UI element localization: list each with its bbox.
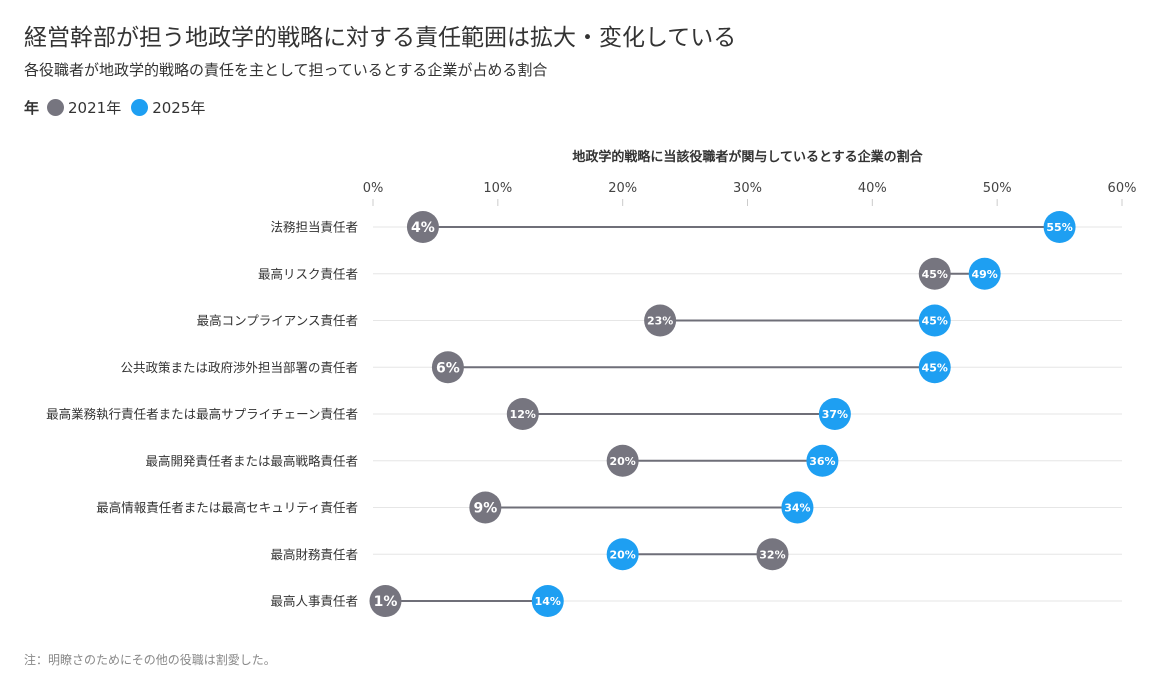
value-label-2021: 6% xyxy=(436,360,460,376)
category-label: 最高開発責任者または最高戦略責任者 xyxy=(145,453,358,468)
chart-subtitle: 各役職者が地政学的戦略の責任を主として担っているとする企業が占める割合 xyxy=(24,61,548,79)
dot-2025 xyxy=(781,491,814,524)
value-label-2025: 20% xyxy=(609,548,635,561)
chart-title: 経営幹部が担う地政学的戦略に対する責任範囲は拡大・変化している xyxy=(24,25,737,51)
value-label-2021: 32% xyxy=(759,548,785,561)
dot-2025 xyxy=(606,538,639,571)
dot-2025 xyxy=(1043,211,1076,243)
value-label-2021: 45% xyxy=(922,268,948,281)
value-label-2025: 55% xyxy=(1046,221,1072,234)
dot-2021 xyxy=(369,585,402,617)
value-label-2021: 12% xyxy=(510,408,536,421)
value-label-2021: 4% xyxy=(411,220,435,236)
dot-2025 xyxy=(818,398,851,430)
legend: 年 2021年 2025年 xyxy=(24,97,215,118)
value-label-2025: 45% xyxy=(922,361,948,374)
value-label-2021: 1% xyxy=(374,594,398,610)
x-tick-label: 40% xyxy=(858,181,887,196)
category-label: 最高リスク責任者 xyxy=(258,266,358,281)
category-label: 最高業務執行責任者または最高サプライチェーン責任者 xyxy=(46,407,358,422)
category-label: 最高情報責任者または最高セキュリティ責任者 xyxy=(96,500,358,515)
category-label: 最高コンプライアンス責任者 xyxy=(197,313,358,328)
legend-item-2025[interactable]: 2025年 xyxy=(131,97,205,118)
dot-2021 xyxy=(918,257,951,290)
footnote: 注：明瞭さのためにその他の役職は割愛した。 xyxy=(24,653,276,667)
x-tick-label: 10% xyxy=(483,181,512,196)
legend-label-2021: 2021年 xyxy=(68,99,122,117)
legend-title: 年 xyxy=(24,99,40,117)
x-tick-label: 0% xyxy=(363,181,384,196)
category-label: 最高人事責任者 xyxy=(270,594,358,609)
value-label-2025: 34% xyxy=(784,502,810,515)
x-tick-label: 50% xyxy=(983,181,1012,196)
legend-label-2025: 2025年 xyxy=(152,99,206,117)
legend-item-2021[interactable]: 2021年 xyxy=(47,97,121,118)
value-label-2025: 36% xyxy=(809,455,835,468)
legend-dot-2021 xyxy=(47,99,65,116)
dot-2021 xyxy=(469,491,502,524)
dot-2025 xyxy=(968,257,1001,290)
x-tick-label: 30% xyxy=(733,181,762,196)
dot-2021 xyxy=(406,211,439,243)
value-label-2025: 14% xyxy=(535,595,561,608)
category-label: 法務担当責任者 xyxy=(270,220,358,235)
dot-2021 xyxy=(606,444,639,477)
dot-2025 xyxy=(531,585,564,617)
dot-2021 xyxy=(756,538,789,571)
dot-2025 xyxy=(806,444,839,477)
dot-2021 xyxy=(644,304,677,337)
dot-2021 xyxy=(506,398,539,430)
category-label: 公共政策または政府渉外担当部署の責任者 xyxy=(120,360,358,375)
legend-dot-2025 xyxy=(131,99,149,116)
category-label: 最高財務責任者 xyxy=(270,547,358,562)
axis-title: 地政学的戦略に当該役職者が関与しているとする企業の割合 xyxy=(572,149,923,165)
value-label-2021: 20% xyxy=(609,455,635,468)
value-label-2025: 37% xyxy=(822,408,848,421)
x-tick-label: 60% xyxy=(1108,181,1137,196)
dot-2025 xyxy=(918,351,951,384)
value-label-2025: 49% xyxy=(972,268,998,281)
value-label-2021: 9% xyxy=(473,501,497,517)
x-tick-label: 20% xyxy=(608,181,637,196)
dot-2021 xyxy=(431,351,464,384)
value-label-2021: 23% xyxy=(647,315,673,328)
dot-2025 xyxy=(918,304,951,337)
value-label-2025: 45% xyxy=(922,315,948,328)
